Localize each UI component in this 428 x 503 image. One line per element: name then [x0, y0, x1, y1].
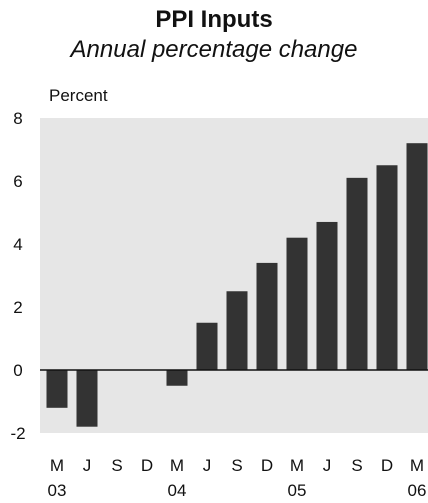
x-tick-month-label: M — [50, 456, 64, 475]
bar-s-04 — [226, 291, 248, 370]
x-tick-month-label: J — [83, 456, 92, 475]
x-tick-month-label: J — [323, 456, 332, 475]
x-tick-year-label: 06 — [408, 481, 427, 500]
x-tick-month-label: D — [381, 456, 393, 475]
x-tick-month-label: M — [290, 456, 304, 475]
x-tick-month-label: D — [141, 456, 153, 475]
x-tick-month-label: J — [203, 456, 212, 475]
x-tick-labels: M J S D M J S D M J S D M03 04 05 06 — [48, 456, 427, 500]
x-tick-month-label: S — [231, 456, 242, 475]
bar-j-05 — [316, 221, 338, 370]
x-tick-year-label: 04 — [168, 481, 187, 500]
bar-j-03 — [76, 370, 98, 427]
x-tick-month-label: S — [111, 456, 122, 475]
x-tick-month-label: M — [170, 456, 184, 475]
bar-j-04 — [196, 322, 218, 370]
y-tick-label: 0 — [13, 361, 22, 380]
bar-m-04 — [166, 370, 188, 386]
bar-m-05 — [286, 237, 308, 370]
x-tick-month-label: S — [351, 456, 362, 475]
chart-title: PPI Inputs — [155, 6, 273, 33]
y-tick-label: 6 — [13, 172, 22, 191]
y-tick-label: -2 — [10, 424, 25, 443]
bars-group — [46, 143, 428, 427]
y-tick-labels: 8 6 4 2 0 -2 — [10, 109, 25, 443]
bar-m-03 — [46, 370, 68, 408]
bar-s-05 — [346, 177, 368, 370]
plot-area — [40, 118, 428, 433]
y-tick-label: 4 — [13, 235, 22, 254]
y-tick-label: 8 — [13, 109, 22, 128]
bar-m-06 — [406, 143, 428, 370]
y-axis-unit-label: Percent — [49, 86, 108, 105]
x-tick-month-label: M — [410, 456, 424, 475]
y-tick-label: 2 — [13, 298, 22, 317]
bar-d-05 — [376, 165, 398, 370]
chart-subtitle: Annual percentage change — [70, 36, 358, 63]
x-tick-year-label: 05 — [288, 481, 307, 500]
bar-d-04 — [256, 262, 278, 370]
x-tick-month-label: D — [261, 456, 273, 475]
x-tick-year-label: 03 — [48, 481, 67, 500]
